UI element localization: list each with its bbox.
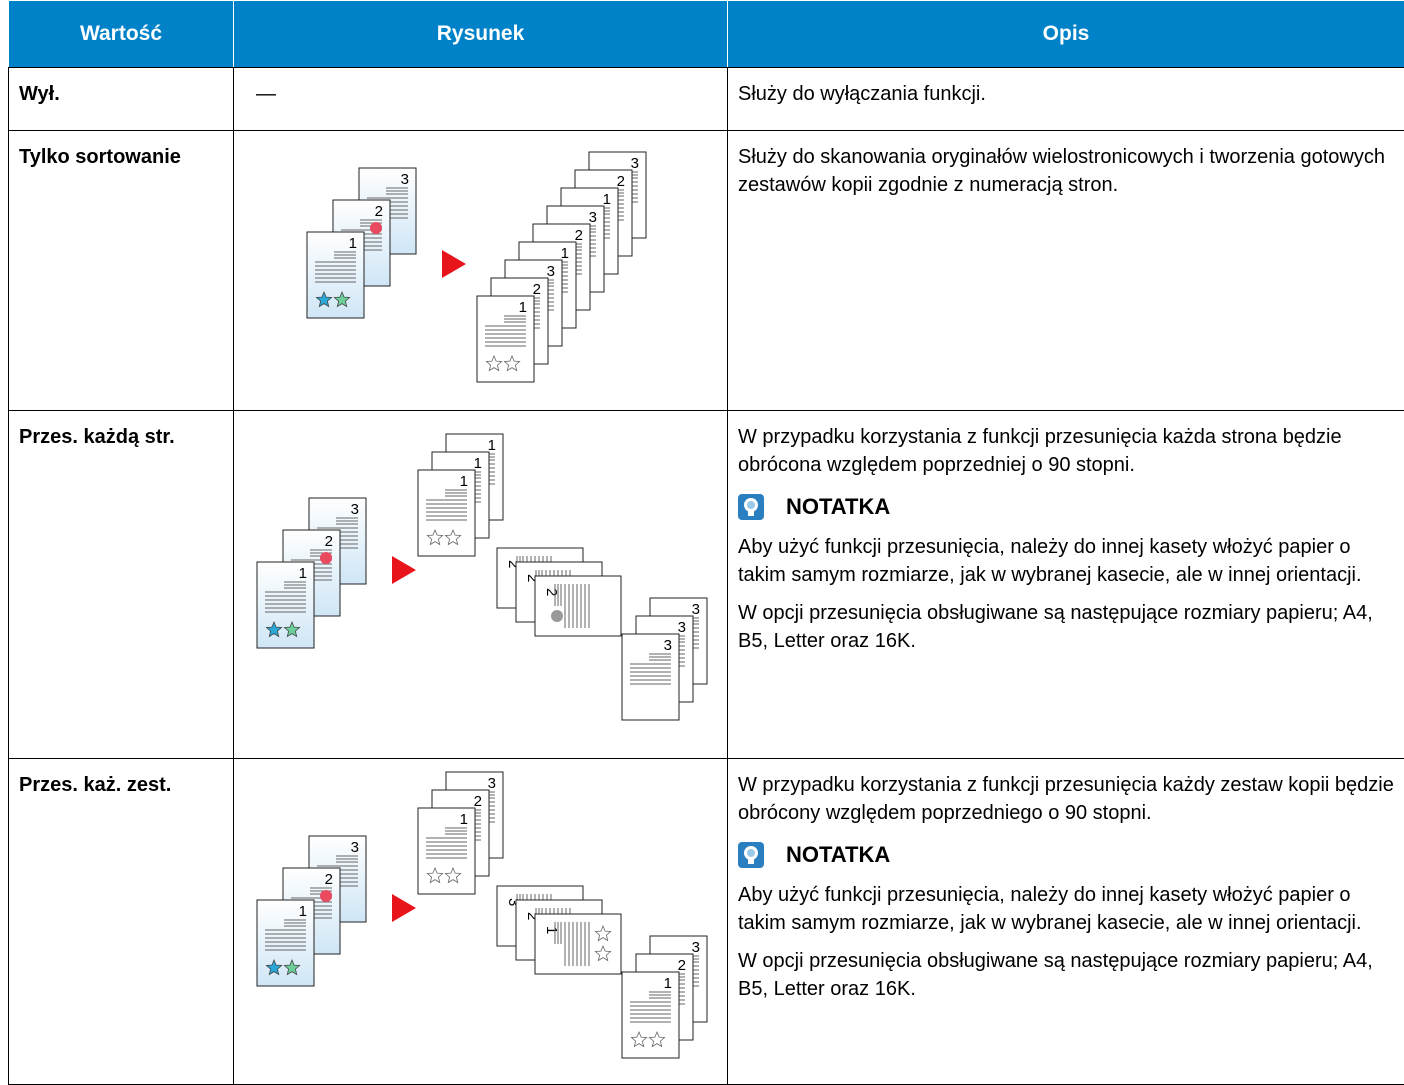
figure-cell: [234, 131, 728, 411]
note-icon: [738, 842, 764, 868]
description: Służy do wyłączania funkcji.: [738, 80, 1394, 108]
description-cell: W przypadku korzystania z funkcji przesu…: [728, 759, 1404, 1085]
note-title: NOTATKA: [786, 493, 890, 521]
value-cell: Wył.: [9, 68, 234, 131]
description: Służy do skanowania oryginałów wielostro…: [738, 143, 1394, 199]
value-cell: Przes. każ. zest.: [9, 759, 234, 1085]
description-cell: W przypadku korzystania z funkcji przesu…: [728, 411, 1404, 759]
figure-cell: [234, 759, 728, 1085]
row: Przes. każ. zest. W przypadku korzystani…: [9, 759, 1404, 1085]
note-heading: NOTATKA: [738, 493, 1394, 521]
figure-cell: [234, 411, 728, 759]
note-text: W opcji przesunięcia obsługiwane są nast…: [738, 599, 1394, 655]
header-row: Wartość Rysunek Opis: [9, 1, 1404, 68]
header-cell: Wartość: [9, 1, 234, 68]
row: Przes. każdą str. W przypadku korzystani…: [9, 411, 1404, 759]
value-cell: Przes. każdą str.: [9, 411, 234, 759]
note-text: Aby użyć funkcji przesunięcia, należy do…: [738, 533, 1394, 589]
note-title: NOTATKA: [786, 841, 890, 869]
note-icon: [738, 494, 764, 520]
note-text: W opcji przesunięcia obsługiwane są nast…: [738, 947, 1394, 1003]
row: Wył. — Służy do wyłączania funkcji.: [9, 68, 1404, 131]
header-cell: Rysunek: [234, 1, 728, 68]
note-heading: NOTATKA: [738, 841, 1394, 869]
description: W przypadku korzystania z funkcji przesu…: [738, 423, 1394, 479]
description-cell: Służy do skanowania oryginałów wielostro…: [728, 131, 1404, 411]
settings-table: Wartość Rysunek Opis Wył. — Służy do wył…: [8, 0, 1404, 1085]
description: W przypadku korzystania z funkcji przesu…: [738, 771, 1394, 827]
note-text: Aby użyć funkcji przesunięcia, należy do…: [738, 881, 1394, 937]
header-cell: Opis: [728, 1, 1404, 68]
description-cell: Służy do wyłączania funkcji.: [728, 68, 1404, 131]
value-cell: Tylko sortowanie: [9, 131, 234, 411]
row: Tylko sortowanie Służy do skanowania ory…: [9, 131, 1404, 411]
figure-cell: —: [234, 68, 728, 131]
